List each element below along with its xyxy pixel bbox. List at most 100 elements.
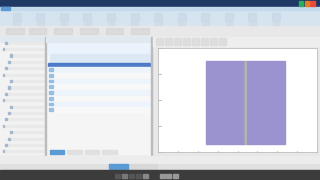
Bar: [129, 174, 134, 178]
Bar: [8, 86, 10, 89]
Bar: [1, 7, 10, 10]
Bar: [3, 125, 4, 127]
Bar: [67, 150, 82, 154]
Bar: [5, 67, 7, 69]
Bar: [5, 118, 45, 120]
Bar: [102, 150, 117, 154]
Bar: [0, 37, 46, 156]
Bar: [305, 1, 309, 6]
Bar: [10, 105, 45, 108]
Bar: [225, 13, 233, 21]
Bar: [206, 61, 244, 144]
Bar: [8, 112, 45, 114]
Bar: [50, 58, 150, 61]
Bar: [48, 67, 150, 72]
Bar: [0, 156, 320, 170]
Bar: [3, 74, 45, 76]
Bar: [0, 0, 320, 7]
Bar: [192, 38, 199, 45]
Bar: [49, 85, 53, 88]
Bar: [3, 48, 45, 50]
Bar: [122, 174, 127, 178]
Bar: [10, 80, 45, 82]
Bar: [5, 118, 7, 120]
Bar: [3, 125, 45, 127]
Bar: [158, 48, 317, 152]
Bar: [10, 131, 45, 133]
Bar: [173, 174, 178, 178]
Bar: [84, 22, 91, 25]
Bar: [153, 37, 320, 46]
Bar: [273, 22, 279, 25]
Bar: [272, 13, 280, 21]
Bar: [80, 28, 98, 34]
Bar: [183, 38, 190, 45]
Bar: [5, 144, 7, 146]
Bar: [160, 174, 165, 178]
Bar: [155, 22, 162, 25]
Bar: [178, 22, 185, 25]
Bar: [46, 37, 152, 42]
Bar: [219, 38, 226, 45]
Bar: [166, 174, 171, 178]
Bar: [131, 22, 138, 25]
Bar: [10, 54, 12, 57]
Bar: [50, 62, 150, 65]
Bar: [5, 93, 7, 95]
Bar: [0, 26, 320, 37]
Bar: [158, 48, 317, 152]
Bar: [50, 54, 150, 57]
Bar: [54, 28, 72, 34]
Bar: [48, 96, 150, 100]
Bar: [48, 79, 150, 83]
Bar: [131, 13, 139, 21]
Bar: [48, 63, 150, 66]
Bar: [48, 90, 150, 95]
Bar: [13, 22, 20, 25]
Bar: [8, 138, 45, 140]
Bar: [115, 174, 120, 178]
Bar: [46, 37, 152, 156]
Bar: [8, 86, 45, 89]
Bar: [156, 38, 163, 45]
Bar: [210, 38, 217, 45]
Bar: [10, 54, 45, 57]
Bar: [0, 37, 46, 42]
Bar: [36, 13, 44, 21]
Bar: [49, 108, 53, 111]
Bar: [174, 38, 181, 45]
Bar: [109, 164, 128, 169]
Bar: [3, 99, 4, 101]
Bar: [3, 48, 4, 50]
Bar: [201, 38, 208, 45]
Bar: [3, 150, 4, 152]
Bar: [10, 105, 12, 108]
Bar: [143, 174, 148, 178]
Bar: [5, 144, 45, 146]
Bar: [0, 170, 320, 180]
Bar: [8, 61, 10, 63]
Bar: [45, 37, 46, 156]
Bar: [85, 150, 99, 154]
Bar: [5, 42, 45, 44]
Bar: [3, 74, 4, 76]
Bar: [8, 112, 10, 114]
Bar: [5, 42, 7, 44]
Bar: [49, 91, 53, 94]
Bar: [108, 22, 115, 25]
Bar: [49, 97, 53, 100]
Bar: [201, 13, 209, 21]
Bar: [13, 13, 21, 21]
Bar: [48, 107, 150, 112]
Bar: [299, 1, 303, 6]
Bar: [3, 150, 45, 152]
Bar: [0, 156, 320, 163]
Bar: [178, 13, 186, 21]
Bar: [10, 80, 12, 82]
Bar: [249, 22, 256, 25]
Bar: [48, 73, 150, 77]
Bar: [5, 93, 45, 95]
Bar: [49, 80, 53, 82]
Bar: [49, 74, 53, 77]
Bar: [165, 38, 172, 45]
